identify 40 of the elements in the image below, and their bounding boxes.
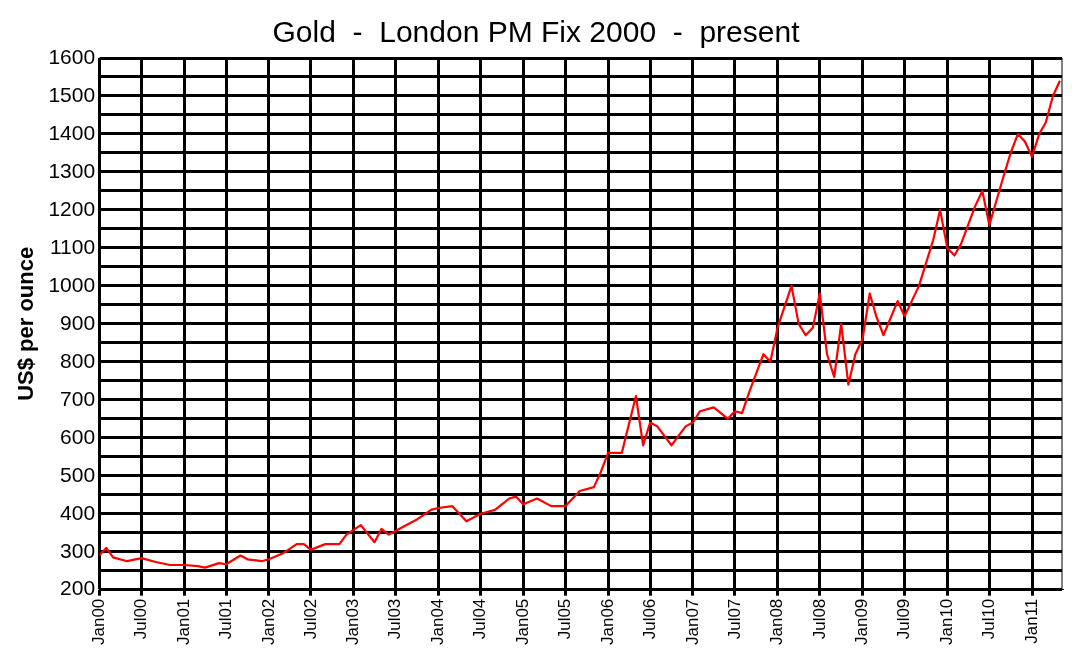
x-tick-label: Jul00 <box>131 598 151 640</box>
y-tick-label: 1300 <box>48 158 96 182</box>
y-tick-label: 900 <box>60 310 96 334</box>
x-tick-label: Jan00 <box>88 598 108 646</box>
x-tick-label: Jul07 <box>724 598 744 640</box>
x-tick-label: Jan05 <box>513 598 533 646</box>
y-tick-label: 1500 <box>48 82 96 106</box>
y-tick-label: 300 <box>60 538 96 562</box>
y-tick-label: 700 <box>60 386 96 410</box>
x-tick-label: Jan09 <box>852 598 872 646</box>
x-tick-label: Jul01 <box>215 598 235 640</box>
x-tick-label: Jul03 <box>385 598 405 640</box>
y-tick-label: 1400 <box>48 120 96 144</box>
y-tick-label: 1600 <box>48 44 96 68</box>
x-tick-label: Jul05 <box>555 598 575 640</box>
x-tick-label: Jul10 <box>979 598 999 640</box>
y-tick-label: 1000 <box>48 272 96 296</box>
y-tick-label: 800 <box>60 348 96 372</box>
y-tick-label: 500 <box>60 462 96 486</box>
y-tick-label: 600 <box>60 424 96 448</box>
x-tick-label: Jul04 <box>470 598 490 640</box>
x-tick-label: Jan03 <box>343 598 363 646</box>
x-tick-label: Jan06 <box>597 598 617 646</box>
x-tick-label: Jan10 <box>936 598 956 646</box>
x-tick-label: Jan02 <box>258 598 278 646</box>
x-tick-label: Jan04 <box>428 598 448 646</box>
y-tick-label: 200 <box>60 576 96 600</box>
x-tick-label: Jul02 <box>300 598 320 640</box>
x-tick-label: Jul06 <box>639 598 659 640</box>
x-tick-label: Jan08 <box>767 598 787 646</box>
x-tick-label: Jan01 <box>173 598 193 646</box>
x-tick-label: Jul09 <box>894 598 914 640</box>
x-tick-label: Jan07 <box>682 598 702 646</box>
x-tick-label: Jul08 <box>809 598 829 640</box>
chart-title: Gold - London PM Fix 2000 - present <box>272 15 801 49</box>
y-tick-label: 1200 <box>48 196 96 220</box>
y-tick-label: 1100 <box>49 234 96 258</box>
x-tick-label: Jan11 <box>1021 598 1041 644</box>
y-axis-title: US$ per ounce <box>13 246 39 401</box>
y-tick-label: 400 <box>60 500 96 524</box>
